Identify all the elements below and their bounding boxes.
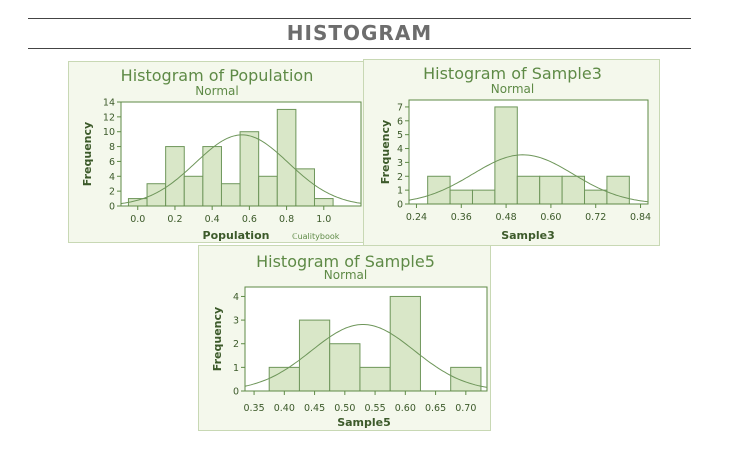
sample3-x-tick-label: 0.60	[540, 212, 561, 223]
bottom-rule	[28, 48, 691, 49]
sample3-normal-curve	[408, 154, 649, 203]
sample3-bar	[471, 189, 496, 205]
population-x-tick-label: 0.0	[130, 214, 145, 225]
population-y-tick-label: 14	[103, 98, 115, 109]
sample5-x-tick-label: 0.60	[395, 403, 416, 414]
sample5-x-tick-label: 0.35	[243, 403, 264, 414]
sample5-bar	[389, 295, 421, 392]
sample5-x-tick-label: 0.65	[425, 403, 446, 414]
sample3-x-tick-label: 0.36	[451, 212, 472, 223]
sample3-y-tick-label: 5	[397, 130, 403, 141]
sample3-y-tick-label: 0	[397, 200, 403, 211]
population-y-tick-label: 4	[109, 172, 115, 183]
population-bar	[276, 108, 297, 207]
top-rule	[28, 18, 691, 19]
chart-panel-sample5: Histogram of Sample5 Normal 0.35 0.40 0.45 0.…	[198, 245, 491, 431]
sample5-x-tick-label: 0.55	[364, 403, 385, 414]
population-bar	[183, 175, 204, 207]
sample3-x-tick-label: 0.72	[585, 212, 606, 223]
sample5-y-tick-label: 0	[233, 387, 239, 398]
sample3-chart-subtitle: Normal	[491, 82, 534, 96]
sample5-bar	[329, 343, 361, 392]
population-x-tick-label: 0.8	[279, 214, 294, 225]
sample3-x-tick-label: 0.84	[630, 212, 651, 223]
population-x-tick-label: 0.2	[167, 214, 182, 225]
sample3-y-tick-label: 7	[397, 102, 403, 113]
population-bar	[165, 146, 185, 207]
sample5-x-tick-label: 0.45	[304, 403, 325, 414]
population-bar	[202, 146, 222, 207]
population-normal-curve	[120, 134, 362, 205]
sample3-y-tick-label: 3	[397, 158, 403, 169]
sample5-bar	[359, 366, 391, 392]
sample5-x-tick-label: 0.70	[455, 403, 476, 414]
sample3-bar	[584, 189, 608, 205]
population-x-tick-label: 0.4	[205, 214, 220, 225]
population-bar	[239, 131, 260, 207]
population-bar	[313, 198, 334, 207]
sample3-y-tick-label: 1	[397, 186, 403, 197]
chart-panel-sample3: Histogram of Sample3 Normal 0.24 0.36 0.48 0.…	[363, 59, 660, 246]
sample5-y-tick-label: 2	[233, 339, 239, 350]
population-chart-subtitle: Normal	[195, 84, 238, 98]
sample5-x-tick-label: 0.40	[274, 403, 295, 414]
sample3-y-tick-label: 4	[397, 144, 403, 155]
population-y-axis-label: Frequency	[81, 122, 94, 186]
sample3-bar	[427, 175, 451, 205]
sample3-x-axis-label: Sample3	[501, 229, 555, 242]
sample3-y-axis-label: Frequency	[379, 120, 392, 184]
sample5-y-axis-label: Frequency	[211, 307, 224, 371]
page-title: HISTOGRAM	[286, 21, 433, 45]
sample5-bar	[450, 366, 482, 392]
sample5-y-tick-label: 4	[233, 292, 239, 303]
population-y-tick-label: 8	[109, 142, 115, 153]
population-y-tick-label: 10	[103, 127, 115, 138]
sample3-x-tick-label: 0.24	[406, 212, 427, 223]
population-bar	[146, 183, 167, 207]
sample5-chart-title: Histogram of Sample5	[256, 252, 435, 271]
chart-panel-population: Histogram of Population Normal 0.0 0.2 0.4 0.…	[68, 61, 364, 243]
population-chart-title: Histogram of Population	[121, 66, 314, 85]
sample3-bar	[516, 175, 541, 205]
sample3-y-tick-label: 2	[397, 172, 403, 183]
sample3-x-tick-label: 0.48	[496, 212, 517, 223]
sample3-chart-title: Histogram of Sample3	[423, 64, 602, 83]
sample5-x-axis-label: Sample5	[337, 416, 391, 429]
sample3-bar	[606, 175, 630, 205]
population-bar	[220, 183, 241, 207]
population-y-tick-label: 0	[109, 202, 115, 213]
population-y-tick-label: 6	[109, 157, 115, 168]
qualitybook-watermark: ℂualitybook	[292, 232, 340, 241]
sample3-bar	[539, 175, 563, 205]
sample5-y-tick-label: 1	[233, 363, 239, 374]
sample5-chart-subtitle: Normal	[324, 268, 367, 282]
sample5-x-tick-label: 0.50	[334, 403, 355, 414]
population-y-tick-label: 12	[103, 112, 115, 123]
sample3-bar	[449, 189, 473, 205]
sample3-y-tick-label: 6	[397, 116, 403, 127]
population-bar	[258, 175, 278, 207]
sample5-bar	[298, 319, 331, 392]
population-x-tick-label: 0.6	[242, 214, 257, 225]
population-x-tick-label: 1.0	[316, 214, 331, 225]
sample5-bar	[268, 366, 300, 392]
sample3-bar	[561, 175, 586, 205]
sample5-y-tick-label: 3	[233, 316, 239, 327]
population-y-tick-label: 2	[109, 187, 115, 198]
population-bar	[295, 168, 315, 207]
population-x-axis-label: Population	[203, 229, 270, 242]
sample5-normal-curve	[244, 324, 488, 388]
